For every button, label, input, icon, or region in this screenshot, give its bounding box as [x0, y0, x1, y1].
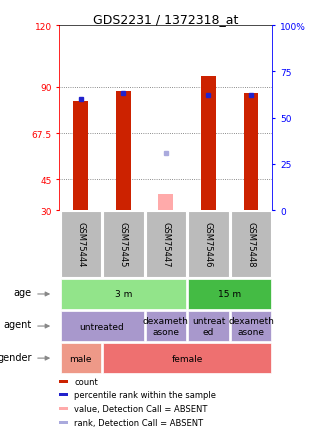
Bar	[188, 279, 271, 309]
Text: female: female	[172, 354, 203, 363]
Text: rank, Detection Call = ABSENT: rank, Detection Call = ABSENT	[74, 418, 203, 427]
Bar	[231, 312, 271, 341]
Bar	[59, 408, 68, 411]
Text: value, Detection Call = ABSENT: value, Detection Call = ABSENT	[74, 404, 208, 413]
Bar	[201, 77, 216, 210]
Bar	[60, 312, 144, 341]
Bar	[59, 421, 68, 424]
Bar	[158, 194, 173, 210]
Bar	[59, 380, 68, 383]
Title: GDS2231 / 1372318_at: GDS2231 / 1372318_at	[93, 13, 239, 26]
Text: GSM75445: GSM75445	[119, 222, 128, 267]
Text: gender: gender	[0, 352, 32, 362]
Text: age: age	[14, 288, 32, 298]
Text: untreat
ed: untreat ed	[192, 317, 225, 336]
Text: count: count	[74, 377, 98, 386]
Bar	[146, 312, 186, 341]
Bar	[60, 212, 101, 277]
Bar	[60, 279, 186, 309]
Bar	[73, 102, 88, 210]
Bar	[244, 94, 259, 210]
Bar	[146, 212, 186, 277]
Text: dexameth
asone: dexameth asone	[143, 317, 189, 336]
Text: dexameth
asone: dexameth asone	[228, 317, 274, 336]
Bar	[60, 344, 101, 373]
Text: male: male	[69, 354, 92, 363]
Bar	[188, 212, 229, 277]
Bar	[116, 92, 131, 210]
Text: GSM75446: GSM75446	[204, 222, 213, 267]
Text: 3 m: 3 m	[115, 290, 132, 299]
Text: percentile rank within the sample: percentile rank within the sample	[74, 391, 216, 400]
Bar	[103, 212, 144, 277]
Bar	[231, 212, 271, 277]
Bar	[188, 312, 229, 341]
Text: GSM75444: GSM75444	[76, 222, 85, 267]
Bar	[59, 394, 68, 397]
Text: GSM75448: GSM75448	[247, 222, 255, 267]
Text: GSM75447: GSM75447	[162, 222, 170, 267]
Text: agent: agent	[3, 320, 32, 330]
Text: 15 m: 15 m	[218, 290, 241, 299]
Bar	[103, 344, 271, 373]
Text: untreated: untreated	[80, 322, 124, 331]
